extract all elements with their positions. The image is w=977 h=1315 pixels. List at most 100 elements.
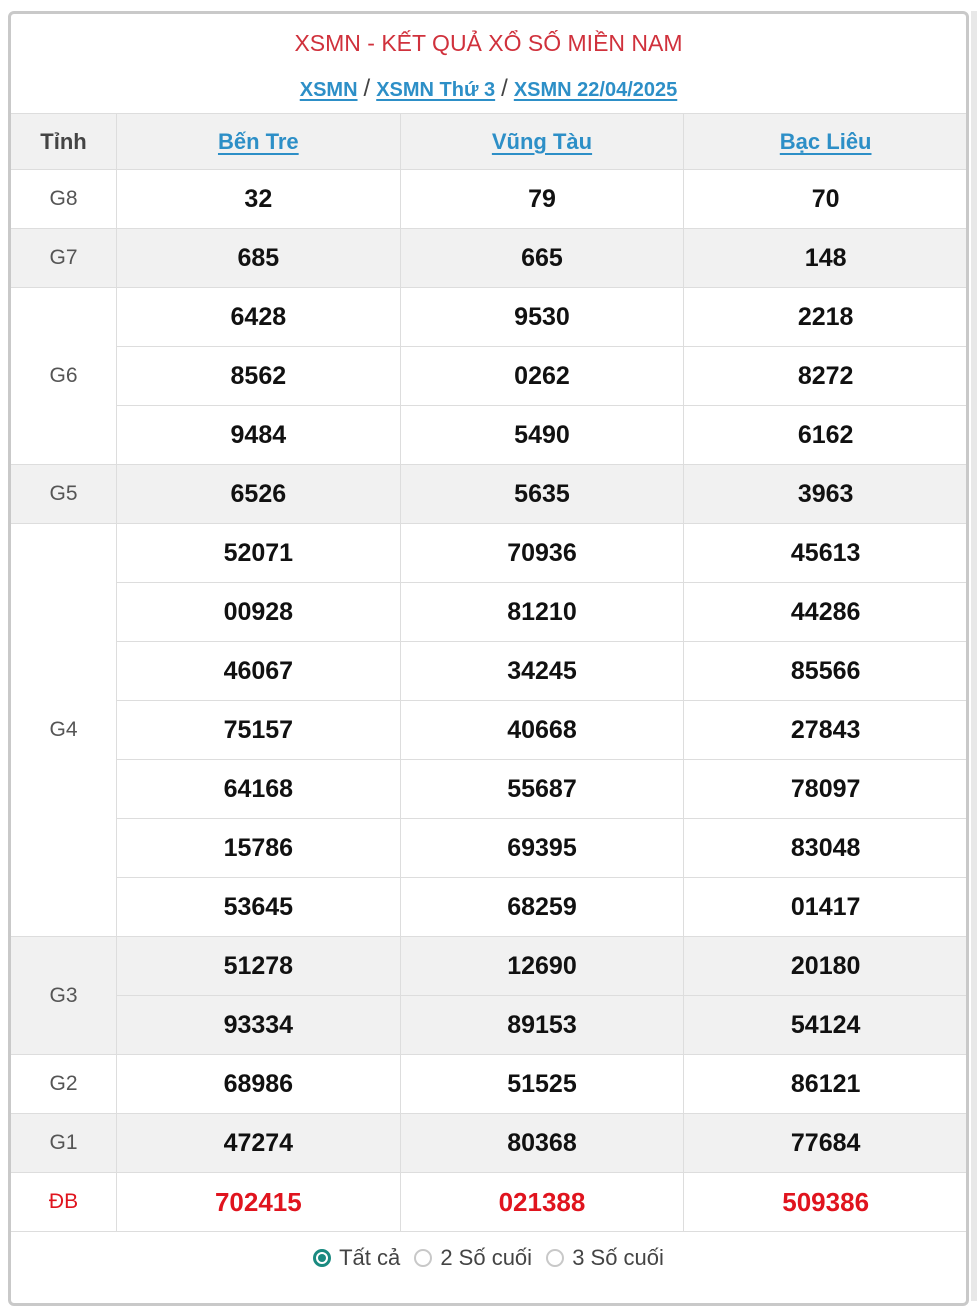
prize-number: 8562 bbox=[116, 346, 401, 406]
results-card: XSMN - KẾT QUẢ XỔ SỐ MIỀN NAM XSMN / XSMN … bbox=[8, 11, 969, 1306]
prize-number: 68986 bbox=[116, 1054, 401, 1114]
breadcrumb-separator: / bbox=[501, 75, 508, 102]
prize-number: 51278 bbox=[116, 936, 401, 996]
filter-label: 2 Số cuối bbox=[440, 1245, 533, 1270]
filter-label: Tất cả bbox=[339, 1245, 401, 1270]
prize-row-g4: 46067 34245 85566 bbox=[11, 641, 966, 701]
prize-number: 9530 bbox=[399, 287, 685, 347]
prize-label: ĐB bbox=[11, 1172, 117, 1232]
prize-number: 78097 bbox=[683, 759, 966, 819]
prize-row-đb: ĐB 702415 021388 509386 bbox=[11, 1172, 966, 1232]
radio-icon[interactable] bbox=[546, 1249, 565, 1267]
prize-row-g1: G1 47274 80368 77684 bbox=[11, 1113, 966, 1173]
prize-number: 6526 bbox=[116, 464, 401, 524]
prize-number: 9484 bbox=[116, 405, 401, 465]
breadcrumb-separator: / bbox=[363, 75, 371, 102]
breadcrumb-xsmn[interactable]: XSMN bbox=[299, 79, 358, 101]
prize-number: 55687 bbox=[399, 759, 685, 819]
radio-icon[interactable] bbox=[414, 1249, 433, 1267]
prize-number: 5635 bbox=[399, 464, 685, 524]
column-header-vung-tau: Vũng Tàu bbox=[399, 113, 685, 170]
prize-row-g6: 8562 0262 8272 bbox=[11, 346, 966, 406]
prize-number: 93334 bbox=[116, 995, 401, 1055]
prize-number: 75157 bbox=[116, 700, 401, 760]
prize-number: 89153 bbox=[399, 995, 685, 1055]
breadcrumb-weekday[interactable]: XSMN Thứ 3 bbox=[376, 79, 496, 101]
prize-number: 69395 bbox=[399, 818, 685, 878]
prize-number: 81210 bbox=[399, 582, 685, 642]
prize-number: 20180 bbox=[683, 936, 966, 996]
filter-option-all[interactable]: Tất cả bbox=[313, 1245, 400, 1271]
prize-number: 2218 bbox=[683, 287, 966, 347]
prize-number: 00928 bbox=[116, 582, 401, 642]
prize-number: 702415 bbox=[116, 1172, 401, 1232]
prize-number: 64168 bbox=[116, 759, 401, 819]
prize-number: 44286 bbox=[683, 582, 966, 642]
filter-label: 3 Số cuối bbox=[572, 1245, 664, 1270]
prize-row-g8: G8 32 79 70 bbox=[11, 169, 966, 229]
table-header-row: Tỉnh Bến Tre Vũng Tàu Bạc Liêu bbox=[11, 113, 966, 170]
province-link-vung-tau[interactable]: Vũng Tàu bbox=[491, 128, 593, 154]
prize-number: 685 bbox=[116, 228, 401, 288]
prize-number: 15786 bbox=[116, 818, 401, 878]
prize-row-g2: G2 68986 51525 86121 bbox=[11, 1054, 966, 1114]
prize-number: 52071 bbox=[116, 523, 401, 583]
prize-number: 6162 bbox=[683, 405, 966, 465]
prize-label: G5 bbox=[11, 464, 117, 524]
prize-number: 70936 bbox=[399, 523, 685, 583]
prize-number: 68259 bbox=[399, 877, 685, 937]
prize-number: 86121 bbox=[683, 1054, 966, 1114]
prize-row-g4: 15786 69395 83048 bbox=[11, 818, 966, 878]
prize-number: 3963 bbox=[683, 464, 966, 524]
column-header-province: Tỉnh bbox=[11, 113, 117, 170]
breadcrumb-date[interactable]: XSMN 22/04/2025 bbox=[513, 79, 678, 101]
prize-number: 83048 bbox=[683, 818, 966, 878]
prize-number: 40668 bbox=[399, 700, 685, 760]
prize-number: 148 bbox=[683, 228, 966, 288]
filter-option-last-2[interactable]: 2 Số cuối bbox=[414, 1245, 532, 1271]
prize-row-g3: G3 51278 12690 20180 bbox=[11, 936, 966, 1055]
prize-row-g6: 9484 5490 6162 bbox=[11, 405, 966, 465]
prize-row-g4: G4 52071 70936 45613 bbox=[11, 523, 966, 937]
filter-option-last-3[interactable]: 3 Số cuối bbox=[546, 1245, 664, 1271]
prize-number: 021388 bbox=[399, 1172, 685, 1232]
province-link-ben-tre[interactable]: Bến Tre bbox=[217, 128, 299, 154]
prize-row-g7: G7 685 665 148 bbox=[11, 228, 966, 288]
prize-number: 27843 bbox=[683, 700, 966, 760]
prize-row-g6: G6 6428 9530 2218 bbox=[11, 287, 966, 465]
prize-number: 45613 bbox=[683, 523, 966, 583]
prize-number: 32 bbox=[116, 169, 401, 229]
prize-number: 665 bbox=[399, 228, 685, 288]
prize-label: G7 bbox=[11, 228, 117, 288]
radio-selected-icon[interactable] bbox=[313, 1249, 332, 1267]
prize-number: 80368 bbox=[399, 1113, 685, 1173]
prize-number: 509386 bbox=[683, 1172, 966, 1232]
prize-number: 01417 bbox=[683, 877, 966, 937]
prize-number: 12690 bbox=[399, 936, 685, 996]
prize-number: 85566 bbox=[683, 641, 966, 701]
breadcrumb: XSMN / XSMN Thứ 3/XSMN 22/04/2025 bbox=[11, 75, 966, 103]
prize-number: 8272 bbox=[683, 346, 966, 406]
column-header-bac-lieu: Bạc Liêu bbox=[683, 113, 966, 170]
prize-label: G8 bbox=[11, 169, 117, 229]
province-link-bac-lieu[interactable]: Bạc Liêu bbox=[779, 128, 872, 154]
prize-row-g4: 53645 68259 01417 bbox=[11, 877, 966, 937]
prize-row-g4: 64168 55687 78097 bbox=[11, 759, 966, 819]
prize-number: 79 bbox=[399, 169, 685, 229]
prize-label: G4 bbox=[11, 523, 117, 937]
prize-number: 77684 bbox=[683, 1113, 966, 1173]
prize-row-g4: 75157 40668 27843 bbox=[11, 700, 966, 760]
prize-number: 53645 bbox=[116, 877, 401, 937]
prize-number: 0262 bbox=[399, 346, 685, 406]
prize-number: 34245 bbox=[399, 641, 685, 701]
prize-number: 6428 bbox=[116, 287, 401, 347]
prize-number: 70 bbox=[683, 169, 966, 229]
prize-row-g5: G5 6526 5635 3963 bbox=[11, 464, 966, 524]
prize-number: 54124 bbox=[683, 995, 966, 1055]
column-header-ben-tre: Bến Tre bbox=[116, 113, 401, 170]
digit-filter: Tất cả 2 Số cuối 3 Số cuối bbox=[11, 1245, 966, 1273]
results-table: Tỉnh Bến Tre Vũng Tàu Bạc Liêu G8 32 79 70 G… bbox=[11, 113, 966, 1232]
prize-label: G3 bbox=[11, 936, 117, 1055]
prize-label: G2 bbox=[11, 1054, 117, 1114]
scrollbar[interactable] bbox=[971, 11, 977, 1301]
